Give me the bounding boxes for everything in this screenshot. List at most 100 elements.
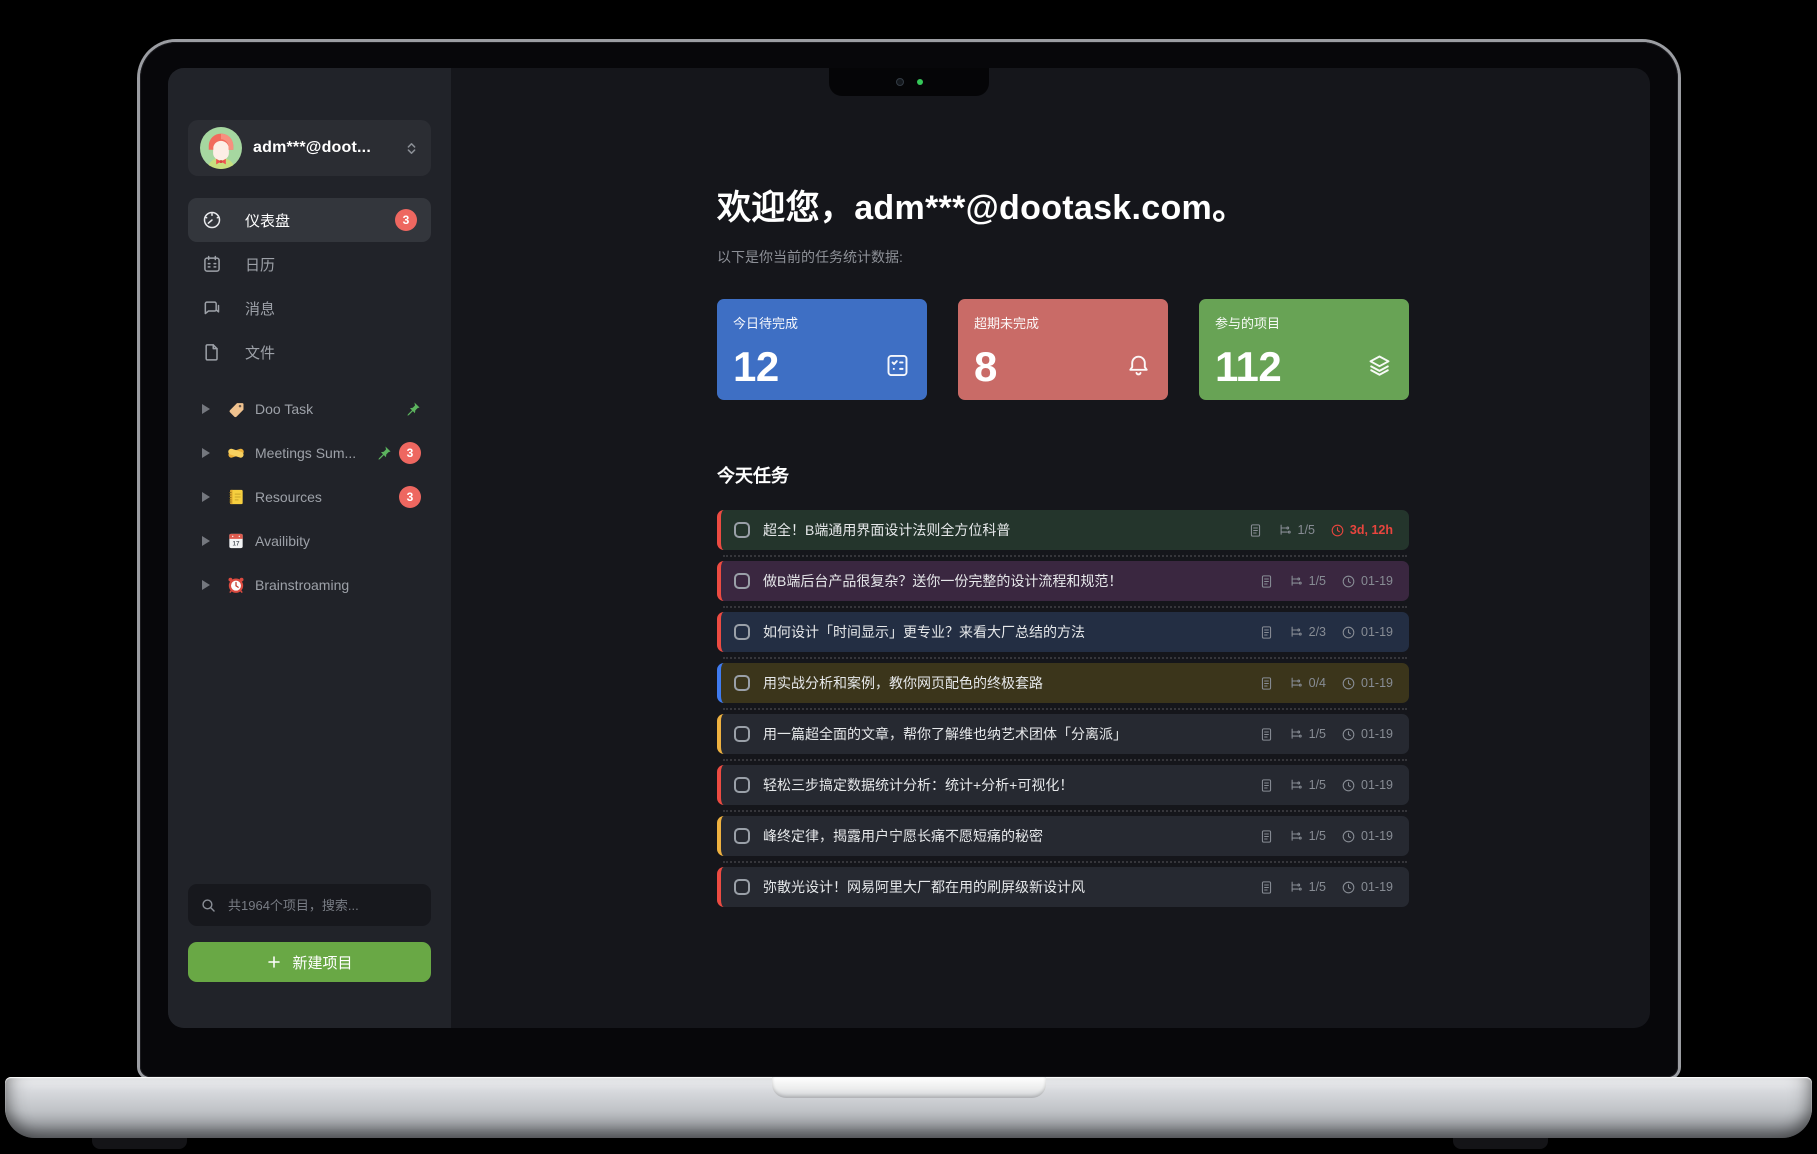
task-meta: 1/5 3d, 12h xyxy=(1248,523,1393,538)
subtask-icon xyxy=(1291,677,1302,688)
subtask-count: 1/5 xyxy=(1289,778,1326,793)
bell-icon xyxy=(1129,355,1148,376)
clock-icon xyxy=(1342,830,1355,842)
expand-arrow-icon[interactable] xyxy=(202,404,210,414)
stat-label: 参与的项目 xyxy=(1215,316,1281,331)
task-meta: 1/5 01-19 xyxy=(1259,574,1393,589)
project-item-meetings[interactable]: Meetings Sum... 3 xyxy=(188,431,431,475)
task-checkbox[interactable] xyxy=(734,879,750,895)
task-row[interactable]: 峰终定律，揭露用户宁愿长痛不愿短痛的秘密 1/5 01-19 xyxy=(717,816,1409,863)
new-project-label: 新建项目 xyxy=(292,954,353,972)
stats-cards: 今日待完成 12 超期未完成 8 xyxy=(717,299,1650,400)
stat-card-projects[interactable]: 参与的项目 112 xyxy=(1199,299,1409,400)
chevron-up-down-icon xyxy=(407,142,416,154)
task-row[interactable]: 用一篇超全面的文章，帮你了解维也纳艺术团体「分离派」 1/5 01-19 xyxy=(717,714,1409,761)
stat-value: 112 xyxy=(1215,343,1282,390)
task-row[interactable]: 如何设计「时间显示」更专业？来看大厂总结的方法 2/3 01-19 xyxy=(717,612,1409,659)
sidebar-item-label: 仪表盘 xyxy=(245,212,291,230)
subtask-count: 1/5 xyxy=(1289,829,1326,844)
plus-icon xyxy=(268,956,281,968)
welcome-subtitle: 以下是你当前的任务统计数据: xyxy=(717,249,903,265)
stat-card-today-todo[interactable]: 今日待完成 12 xyxy=(717,299,927,400)
task-checkbox[interactable] xyxy=(734,828,750,844)
project-label: Meetings Sum... xyxy=(255,445,357,461)
project-search[interactable] xyxy=(188,884,431,926)
subtask-icon xyxy=(1280,524,1291,535)
project-label: Availibity xyxy=(255,533,310,549)
task-row[interactable]: 做B端后台产品很复杂？送你一份完整的设计流程和规范！ 1/5 01-19 xyxy=(717,561,1409,608)
expand-arrow-icon[interactable] xyxy=(202,536,210,546)
task-title: 做B端后台产品很复杂？送你一份完整的设计流程和规范！ xyxy=(763,573,1123,589)
subtask-count: 0/4 xyxy=(1289,676,1326,691)
task-checkbox[interactable] xyxy=(734,777,750,793)
task-row[interactable]: 超全！B端通用界面设计法则全方位科普 1/5 3d, 12h xyxy=(717,510,1409,557)
search-input[interactable] xyxy=(226,896,419,914)
subtask-icon xyxy=(1291,881,1302,892)
sidebar-item-messages[interactable]: 消息 xyxy=(188,286,431,330)
project-item-doo-task[interactable]: Doo Task xyxy=(188,387,431,431)
task-checkbox[interactable] xyxy=(734,573,750,589)
due-date: 01-19 xyxy=(1341,676,1393,691)
expand-arrow-icon[interactable] xyxy=(202,580,210,590)
due-date: 01-19 xyxy=(1341,625,1393,640)
stat-card-overdue[interactable]: 超期未完成 8 xyxy=(958,299,1168,400)
tag-icon xyxy=(229,403,244,418)
file-icon xyxy=(205,344,218,361)
expand-arrow-icon[interactable] xyxy=(202,448,210,458)
project-item-resources[interactable]: Resources 3 xyxy=(188,475,431,519)
detail-icon xyxy=(1261,778,1271,792)
task-checkbox[interactable] xyxy=(734,726,750,742)
project-item-availibity[interactable]: 17 Availibity xyxy=(188,519,431,563)
sidebar-item-label: 文件 xyxy=(245,344,276,362)
app-window: adm***@doot... 仪表盘 3 xyxy=(168,68,1650,1028)
new-project-button[interactable]: 新建项目 xyxy=(188,942,431,982)
due-date: 01-19 xyxy=(1341,727,1393,742)
expand-arrow-icon[interactable] xyxy=(202,492,210,502)
task-checkbox[interactable] xyxy=(734,675,750,691)
stat-value: 8 xyxy=(974,343,997,390)
due-date: 01-19 xyxy=(1341,829,1393,844)
user-account-selector[interactable]: adm***@doot... xyxy=(188,120,431,176)
user-email: adm***@doot... xyxy=(253,139,371,156)
task-title: 弥散光设计！网易阿里大厂都在用的刷屏级新设计风 xyxy=(763,879,1085,895)
task-checkbox[interactable] xyxy=(734,522,750,538)
sidebar-item-files[interactable]: 文件 xyxy=(188,330,431,374)
task-meta: 1/5 01-19 xyxy=(1259,880,1393,895)
laptop-base xyxy=(5,1077,1812,1138)
task-title: 如何设计「时间显示」更专业？来看大厂总结的方法 xyxy=(763,624,1085,640)
pin-icon xyxy=(378,446,391,460)
subtask-count: 1/5 xyxy=(1289,727,1326,742)
task-row[interactable]: 用实战分析和案例，教你网页配色的终极套路 0/4 01-19 xyxy=(717,663,1409,710)
project-label: Doo Task xyxy=(255,401,314,417)
main-content: 欢迎您，adm***@dootask.com。 以下是你当前的任务统计数据: 今… xyxy=(451,68,1650,1028)
task-meta: 1/5 01-19 xyxy=(1259,778,1393,793)
project-item-brainstroaming[interactable]: Brainstroaming xyxy=(188,563,431,607)
project-label: Resources xyxy=(255,489,322,505)
task-checkbox[interactable] xyxy=(734,624,750,640)
calendar17-icon: 17 xyxy=(229,533,243,549)
clock-icon xyxy=(1342,728,1355,740)
stat-label: 今日待完成 xyxy=(733,316,799,331)
task-list: 超全！B端通用界面设计法则全方位科普 1/5 3d, 12h xyxy=(717,510,1409,907)
camera-led-icon xyxy=(916,79,923,85)
sidebar-item-calendar[interactable]: 日历 xyxy=(188,242,431,286)
laptop-lid-groove xyxy=(771,1077,1046,1098)
project-label: Brainstroaming xyxy=(255,577,350,593)
task-title: 峰终定律，揭露用户宁愿长痛不愿短痛的秘密 xyxy=(763,828,1043,844)
task-row[interactable]: 轻松三步搞定数据统计分析：统计+分析+可视化！ 1/5 01-19 xyxy=(717,765,1409,812)
task-row[interactable]: 弥散光设计！网易阿里大厂都在用的刷屏级新设计风 1/5 01-19 xyxy=(717,867,1409,907)
detail-icon xyxy=(1250,523,1260,537)
dashboard-badge: 3 xyxy=(395,209,417,231)
stat-label: 超期未完成 xyxy=(974,316,1040,331)
project-badge: 3 xyxy=(399,486,421,508)
clock-icon xyxy=(1342,575,1355,587)
alarm-clock-icon xyxy=(228,577,244,593)
stat-value: 12 xyxy=(733,343,779,390)
due-date: 01-19 xyxy=(1341,880,1393,895)
task-title: 用一篇超全面的文章，帮你了解维也纳艺术团体「分离派」 xyxy=(763,726,1127,742)
sidebar-item-dashboard[interactable]: 仪表盘 3 xyxy=(188,198,431,242)
notebook-icon xyxy=(229,489,243,505)
camera-icon xyxy=(895,78,904,86)
camera-notch xyxy=(829,68,989,96)
clock-icon xyxy=(1342,779,1355,791)
